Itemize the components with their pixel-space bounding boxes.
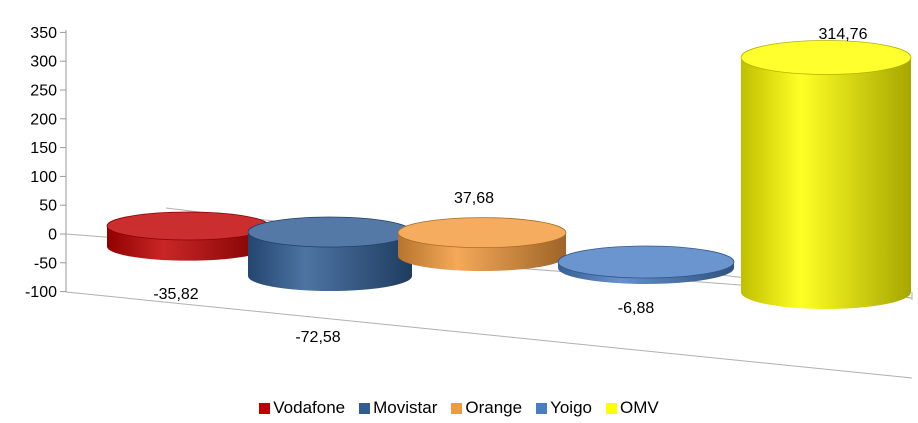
legend-label: Movistar bbox=[373, 398, 438, 417]
bar-body-movistar bbox=[248, 232, 412, 292]
y-tick-label: 100 bbox=[30, 169, 57, 186]
bar-top-orange bbox=[397, 217, 567, 249]
y-tick-label: 0 bbox=[48, 227, 57, 244]
legend-swatch bbox=[605, 402, 617, 414]
bar-vodafone bbox=[106, 211, 270, 261]
bar-orange bbox=[397, 217, 567, 271]
data-label-movistar: -72,58 bbox=[295, 329, 340, 346]
legend-item-yoigo: Yoigo bbox=[536, 398, 592, 418]
data-label-omv: 314,76 bbox=[819, 26, 868, 43]
bar-top-omv bbox=[740, 40, 912, 75]
y-tick-label: -100 bbox=[25, 284, 57, 301]
bar-top-vodafone bbox=[106, 211, 270, 241]
y-tick-label: 300 bbox=[30, 54, 57, 71]
y-tick-label: 50 bbox=[39, 198, 57, 215]
y-tick-label: 150 bbox=[30, 140, 57, 157]
data-labels: -35,82 -72,58 37,68 -6,88 314,76 bbox=[153, 26, 867, 346]
legend-swatch bbox=[359, 402, 371, 414]
y-tick-label: 200 bbox=[30, 111, 57, 128]
legend-swatch bbox=[451, 402, 463, 414]
legend-label: Yoigo bbox=[550, 398, 592, 417]
legend-label: Vodafone bbox=[273, 398, 346, 417]
legend-item-omv: OMV bbox=[605, 398, 659, 418]
legend-item-orange: Orange bbox=[451, 398, 522, 418]
legend-item-movistar: Movistar bbox=[359, 398, 437, 418]
y-axis-ticks: 350 300 250 200 150 100 50 0 -50 -100 bbox=[25, 25, 66, 301]
y-tick-label: 350 bbox=[30, 25, 57, 42]
bar-omv bbox=[740, 40, 912, 309]
legend-label: Orange bbox=[465, 398, 523, 417]
bar-top-yoigo bbox=[557, 245, 735, 279]
data-label-vodafone: -35,82 bbox=[153, 286, 198, 303]
y-tick-label: 250 bbox=[30, 83, 57, 100]
y-tick-label: -50 bbox=[34, 255, 57, 272]
floor-line bbox=[65, 291, 913, 379]
bar-yoigo bbox=[557, 245, 735, 284]
legend: Vodafone Movistar Orange Yoigo OMV bbox=[0, 398, 918, 418]
legend-item-vodafone: Vodafone bbox=[259, 398, 345, 418]
bar-top-movistar bbox=[247, 216, 413, 248]
data-label-orange: 37,68 bbox=[454, 190, 494, 207]
data-label-yoigo: -6,88 bbox=[618, 300, 655, 317]
bar-movistar bbox=[247, 216, 413, 292]
legend-swatch bbox=[536, 402, 548, 414]
legend-swatch bbox=[259, 402, 271, 414]
bars bbox=[106, 40, 912, 309]
bar-body-omv bbox=[741, 57, 911, 309]
legend-label: OMV bbox=[619, 398, 659, 417]
